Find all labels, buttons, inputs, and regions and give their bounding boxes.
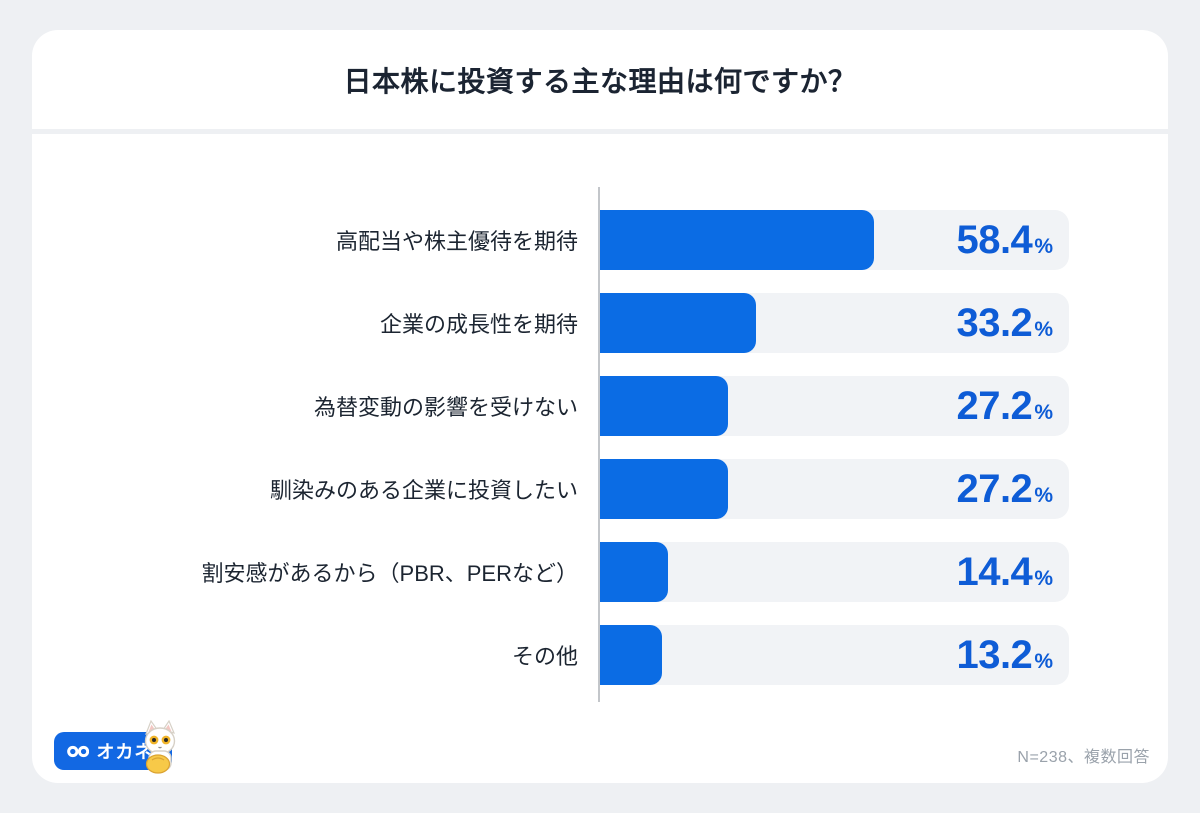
value-label: 33.2% [956, 303, 1053, 343]
chart-card: 日本株に投資する主な理由は何ですか？ 高配当や株主優待を期待 58.4% 企業の… [32, 30, 1168, 783]
percent-sign: % [1034, 235, 1053, 258]
okaneko-logo: オカネコ [54, 720, 176, 774]
bar [600, 210, 874, 270]
bar-track: 14.4% [600, 542, 1069, 602]
value-number: 14.4 [956, 550, 1033, 594]
bar [600, 542, 668, 602]
cat-mascot-icon [144, 720, 176, 774]
sample-note: N=238、複数回答 [1017, 749, 1150, 766]
bar [600, 625, 662, 685]
bar-rows: 高配当や株主優待を期待 58.4% 企業の成長性を期待 33.2% 為替変動の影… [32, 210, 1168, 708]
value-label: 27.2% [956, 469, 1053, 509]
bar-track: 13.2% [600, 625, 1069, 685]
value-label: 13.2% [956, 635, 1053, 675]
bar-row: 高配当や株主優待を期待 58.4% [32, 210, 1168, 270]
category-label: その他 [511, 644, 578, 669]
value-number: 27.2 [956, 384, 1033, 428]
chart-title: 日本株に投資する主な理由は何ですか？ [343, 65, 857, 97]
bar-row: 割安感があるから（PBR、PERなど） 14.4% [32, 542, 1168, 602]
bar [600, 459, 728, 519]
value-number: 13.2 [956, 633, 1033, 677]
category-label: 高配当や株主優待を期待 [335, 229, 578, 254]
bar-row: 為替変動の影響を受けない 27.2% [32, 376, 1168, 436]
value-label: 14.4% [956, 552, 1053, 592]
percent-sign: % [1034, 484, 1053, 507]
bar-track: 27.2% [600, 459, 1069, 519]
bar [600, 376, 728, 436]
value-number: 27.2 [956, 467, 1033, 511]
value-label: 58.4% [956, 220, 1053, 260]
goggles-icon [67, 745, 90, 757]
category-label: 企業の成長性を期待 [379, 312, 578, 337]
bar-row: その他 13.2% [32, 625, 1168, 685]
category-label: 為替変動の影響を受けない [313, 395, 578, 420]
percent-sign: % [1034, 650, 1053, 673]
percent-sign: % [1034, 318, 1053, 341]
percent-sign: % [1034, 401, 1053, 424]
bar-row: 企業の成長性を期待 33.2% [32, 293, 1168, 353]
bar-row: 馴染みのある企業に投資したい 27.2% [32, 459, 1168, 519]
card-header: 日本株に投資する主な理由は何ですか？ [32, 30, 1168, 134]
bar-track: 33.2% [600, 293, 1069, 353]
percent-sign: % [1034, 567, 1053, 590]
value-number: 58.4 [956, 218, 1033, 262]
bar-track: 58.4% [600, 210, 1069, 270]
category-label: 馴染みのある企業に投資したい [269, 478, 578, 503]
bar-track: 27.2% [600, 376, 1069, 436]
axis-line [598, 187, 600, 702]
category-label: 割安感があるから（PBR、PERなど） [201, 561, 578, 586]
bar [600, 293, 756, 353]
value-number: 33.2 [956, 301, 1033, 345]
value-label: 27.2% [956, 386, 1053, 426]
